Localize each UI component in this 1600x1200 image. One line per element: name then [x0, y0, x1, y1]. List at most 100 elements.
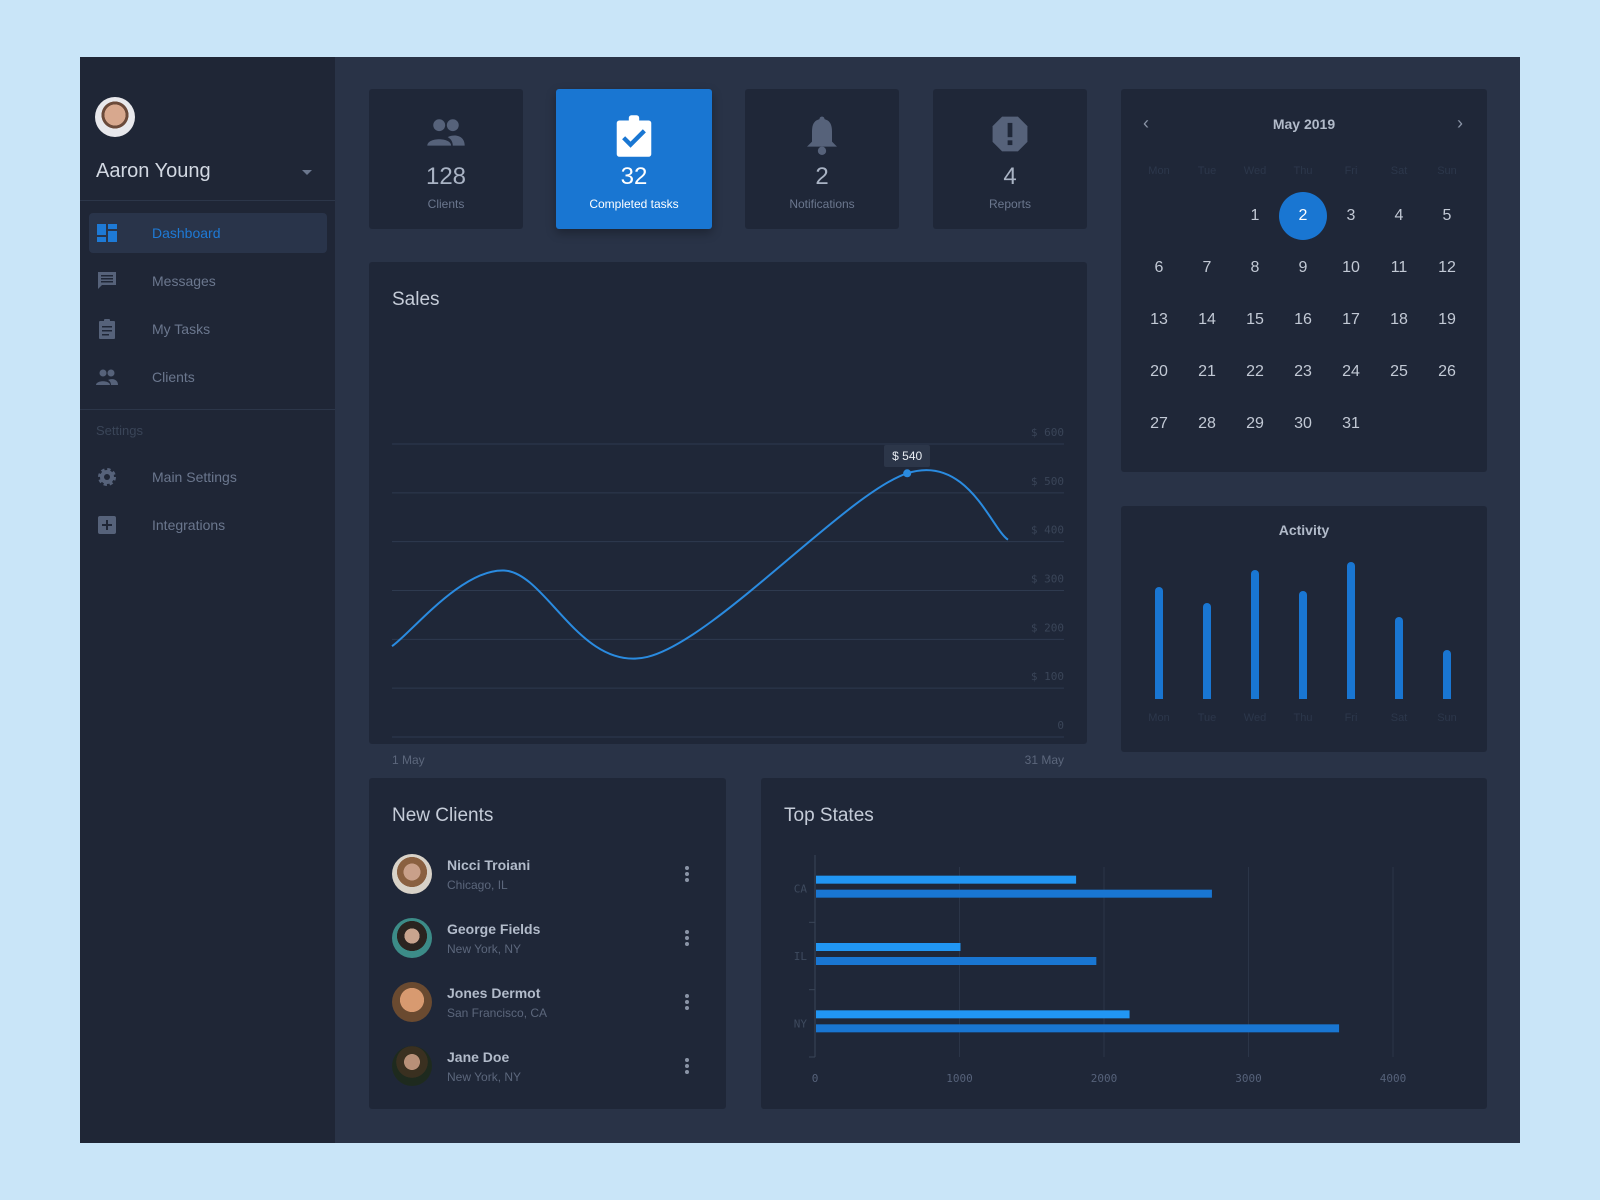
calendar-day[interactable]: 26: [1438, 363, 1456, 380]
weekday-label: Fri: [1344, 165, 1358, 177]
calendar-day[interactable]: 15: [1246, 311, 1264, 328]
stat-label: Notifications: [789, 197, 855, 211]
chevron-down-icon[interactable]: [302, 170, 312, 175]
calendar-day[interactable]: 18: [1390, 311, 1408, 328]
calendar-day[interactable]: 20: [1150, 363, 1168, 380]
calendar-day[interactable]: 3: [1346, 207, 1356, 224]
y-tick-label: $ 300: [1031, 573, 1064, 586]
activity-bar: [1395, 616, 1403, 699]
user-avatar[interactable]: [95, 97, 135, 137]
state-bar: [816, 1010, 1130, 1019]
calendar-day[interactable]: 10: [1342, 259, 1360, 276]
calendar-day-selected[interactable]: 2: [1279, 192, 1327, 240]
y-tick-label: $ 100: [1031, 670, 1064, 683]
more-options-icon[interactable]: [685, 1058, 689, 1074]
activity-x-label: Thu: [1293, 712, 1313, 724]
sidebar-item-my-tasks[interactable]: My Tasks: [89, 309, 327, 349]
x-tick-label: 2000: [1091, 1072, 1118, 1085]
calendar-day[interactable]: 22: [1246, 363, 1264, 380]
calendar-day[interactable]: 14: [1198, 311, 1216, 328]
sales-line: [391, 469, 1009, 660]
calendar-day[interactable]: 11: [1390, 259, 1408, 276]
calendar-day[interactable]: 6: [1154, 259, 1164, 276]
y-tick-label: 0: [1057, 719, 1064, 732]
activity-x-label: Mon: [1148, 712, 1170, 724]
calendar-day[interactable]: 19: [1438, 311, 1456, 328]
chevron-left-icon[interactable]: ‹: [1143, 113, 1149, 133]
activity-bar: [1203, 603, 1211, 699]
calendar-day[interactable]: 29: [1246, 415, 1264, 432]
stat-value: 4: [1003, 163, 1017, 190]
sidebar-item-label: Messages: [152, 273, 216, 289]
calendar-day[interactable]: 24: [1342, 363, 1360, 380]
calendar-day[interactable]: 9: [1298, 259, 1308, 276]
chevron-right-icon[interactable]: ›: [1457, 113, 1463, 133]
stat-value: 32: [620, 163, 648, 190]
user-name[interactable]: Aaron Young: [96, 160, 211, 182]
calendar-day[interactable]: 25: [1390, 363, 1408, 380]
calendar-day[interactable]: 21: [1198, 363, 1216, 380]
calendar-day[interactable]: 4: [1394, 207, 1404, 224]
sidebar-item-main-settings[interactable]: Main Settings: [89, 457, 327, 497]
weekday-label: Sun: [1437, 165, 1457, 177]
calendar-day[interactable]: 17: [1342, 311, 1360, 328]
app-window: Aaron Young Dashboard Messages My Tasks …: [80, 57, 1520, 1143]
sidebar-item-label: Dashboard: [152, 225, 221, 241]
calendar-day[interactable]: 5: [1442, 207, 1452, 224]
more-options-icon[interactable]: [685, 866, 689, 882]
dashboard-icon: [97, 224, 117, 242]
client-list-item[interactable]: George Fields New York, NY: [369, 918, 726, 966]
stat-value: 128: [425, 163, 467, 190]
calendar-day[interactable]: 13: [1150, 311, 1168, 328]
calendar-day[interactable]: 16: [1294, 311, 1312, 328]
x-tick-label: 1 May: [392, 753, 425, 767]
client-name: George Fields: [447, 921, 541, 937]
y-tick-label: $ 200: [1031, 621, 1064, 634]
sidebar-item-messages[interactable]: Messages: [89, 261, 327, 301]
stat-card-completed-tasks[interactable]: 32 Completed tasks: [556, 89, 712, 229]
calendar-day[interactable]: 31: [1342, 415, 1360, 432]
more-options-icon[interactable]: [685, 994, 689, 1010]
calendar-day[interactable]: 1: [1250, 207, 1260, 224]
calendar-day[interactable]: 8: [1250, 259, 1260, 276]
people-icon: [427, 119, 465, 146]
people-icon: [96, 369, 118, 385]
calendar-day[interactable]: 7: [1202, 259, 1212, 276]
activity-bar: [1299, 590, 1307, 699]
sidebar-item-integrations[interactable]: Integrations: [89, 505, 327, 545]
client-list-item[interactable]: Jane Doe New York, NY: [369, 1046, 726, 1094]
stat-card-notifications[interactable]: 2 Notifications: [745, 89, 899, 229]
divider: [80, 409, 335, 410]
client-avatar: [392, 1046, 432, 1086]
calendar-day[interactable]: 27: [1150, 415, 1168, 432]
calendar-day[interactable]: 12: [1438, 259, 1456, 276]
more-options-icon[interactable]: [685, 930, 689, 946]
weekday-label: Wed: [1243, 165, 1267, 177]
sidebar-item-clients[interactable]: Clients: [89, 357, 327, 397]
client-list-item[interactable]: Jones Dermot San Francisco, CA: [369, 982, 726, 1030]
weekday-label: Sat: [1390, 165, 1408, 177]
x-tick-label: 3000: [1235, 1072, 1262, 1085]
client-location: New York, NY: [447, 1070, 522, 1084]
settings-section-header: Settings: [96, 423, 143, 438]
client-location: Chicago, IL: [447, 878, 508, 892]
activity-bar: [1155, 586, 1163, 699]
client-location: New York, NY: [447, 942, 522, 956]
y-tick-label: IL: [794, 950, 808, 963]
sidebar-item-dashboard[interactable]: Dashboard: [89, 213, 327, 253]
highlighted-point[interactable]: [903, 469, 912, 478]
client-list-item[interactable]: Nicci Troiani Chicago, IL: [369, 854, 726, 902]
stat-card-reports[interactable]: 4 Reports: [933, 89, 1087, 229]
plus-box-icon: [98, 516, 116, 534]
activity-bar: [1251, 570, 1259, 699]
client-location: San Francisco, CA: [447, 1006, 548, 1020]
sidebar: Aaron Young Dashboard Messages My Tasks …: [80, 57, 335, 1143]
calendar-day[interactable]: 28: [1198, 415, 1216, 432]
stat-label: Completed tasks: [589, 197, 679, 211]
activity-x-label: Sun: [1437, 712, 1457, 724]
stat-card-clients[interactable]: 128 Clients: [369, 89, 523, 229]
calendar-day[interactable]: 30: [1294, 415, 1312, 432]
state-bar: [816, 957, 1097, 965]
calendar-day[interactable]: 23: [1294, 363, 1312, 380]
client-name: Nicci Troiani: [447, 857, 531, 873]
